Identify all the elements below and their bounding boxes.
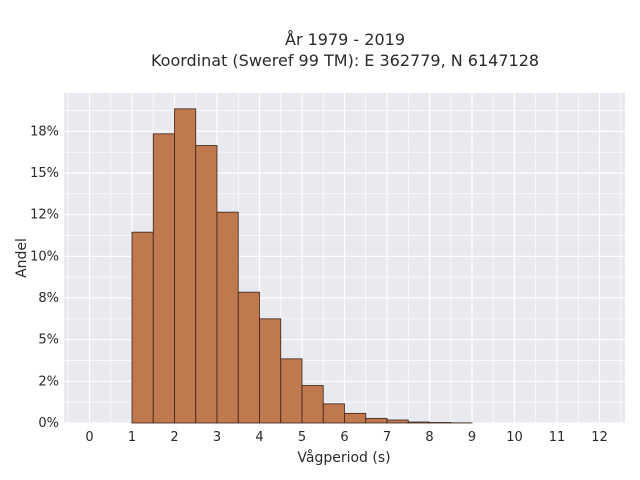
x-tick-label: 3	[213, 430, 221, 445]
histogram-bar	[429, 422, 452, 424]
histogram-bar	[195, 145, 218, 424]
x-axis-label: Vågperiod (s)	[297, 449, 390, 466]
histogram-bar	[344, 412, 367, 424]
y-axis-label: Andel	[14, 238, 30, 278]
x-axis-ticks: 0 1 2 3 4 5 6 7 8 9 10 11 12	[85, 430, 607, 445]
x-tick-label: 1	[128, 430, 136, 445]
histogram-bar	[322, 403, 345, 424]
histogram-bar	[131, 231, 154, 424]
y-tick-label: 8%	[38, 291, 59, 306]
x-tick-label: 5	[298, 430, 306, 445]
x-tick-label: 7	[383, 430, 391, 445]
y-tick-label: 5%	[38, 333, 59, 348]
x-tick-label: 8	[425, 430, 433, 445]
x-tick-label: 0	[85, 430, 93, 445]
histogram-bar	[280, 358, 303, 424]
y-tick-label: 2%	[38, 374, 59, 389]
chart-title-line-2: Koordinat (Sweref 99 TM): E 362779, N 61…	[151, 51, 539, 70]
histogram-bar	[152, 133, 175, 424]
x-tick-label: 10	[506, 430, 523, 445]
histogram-bar	[216, 211, 239, 424]
y-tick-label: 18%	[30, 124, 59, 139]
x-tick-label: 6	[340, 430, 348, 445]
y-axis-ticks: 0% 2% 5% 8% 10% 12% 15% 18%	[30, 124, 59, 431]
x-tick-label: 4	[255, 430, 263, 445]
histogram-bar	[259, 318, 282, 424]
x-tick-label: 11	[549, 430, 566, 445]
y-tick-label: 10%	[30, 249, 59, 264]
y-tick-label: 0%	[38, 416, 59, 431]
histogram-bar	[174, 108, 197, 424]
histogram-bars	[131, 108, 473, 424]
histogram-bar	[386, 419, 409, 424]
chart-title-line-1: År 1979 - 2019	[285, 30, 405, 49]
histogram-bar	[237, 291, 260, 424]
x-tick-label: 9	[468, 430, 476, 445]
x-tick-label: 12	[591, 430, 608, 445]
x-tick-label: 2	[170, 430, 178, 445]
histogram-bar	[301, 385, 324, 424]
y-tick-label: 12%	[30, 208, 59, 223]
histogram-bar	[365, 417, 388, 424]
y-tick-label: 15%	[30, 166, 59, 181]
histogram-bar	[407, 421, 430, 424]
